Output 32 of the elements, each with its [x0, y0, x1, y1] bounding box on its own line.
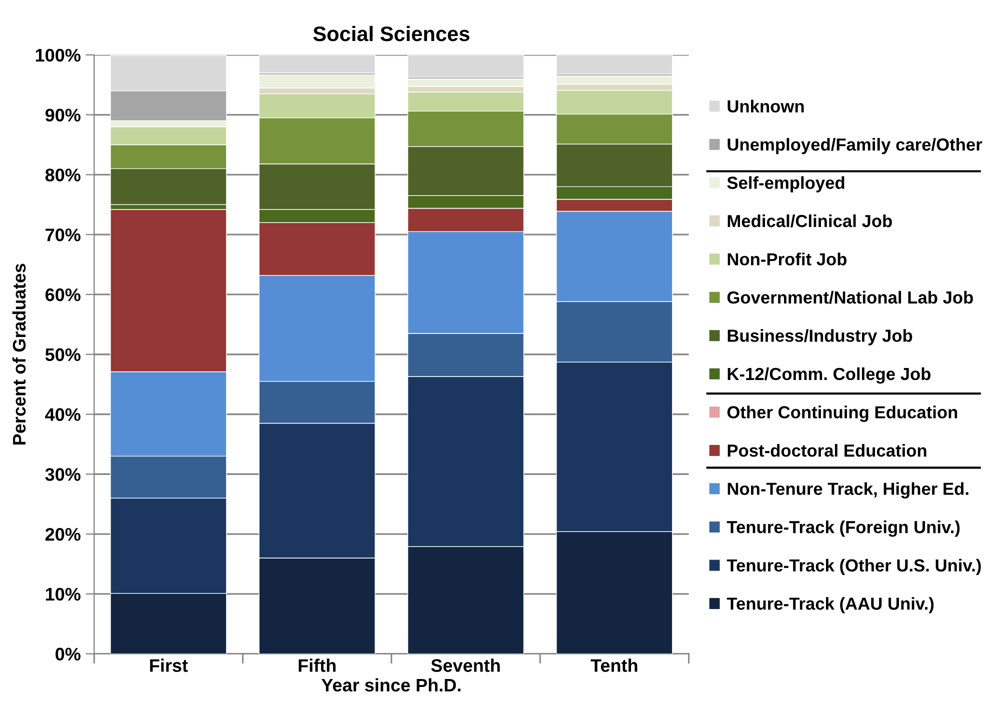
y-axis-title: Percent of Graduates [12, 264, 26, 444]
legend-label: Tenure-Track (Foreign Univ.) [726, 520, 960, 537]
y-tick-label: 90% [45, 108, 80, 122]
legend-label: Business/Industry Job [728, 329, 912, 346]
legend-label: Non-Profit Job [728, 252, 847, 266]
y-tick-label: 100% [36, 48, 80, 62]
y-tick-label: 10% [46, 588, 80, 601]
y-tick-label: 80% [45, 168, 80, 182]
legend-label: K-12/Comm. College Job [728, 367, 930, 384]
x-tick-label: First [150, 658, 188, 672]
legend-label: Post-doctoral Education [728, 444, 926, 457]
y-tick-label: 50% [45, 348, 80, 362]
y-tick-label: 40% [45, 408, 80, 421]
legend-label: Unemployed/Family care/Other [728, 138, 982, 154]
x-axis-title: Year since Ph.D. [322, 678, 460, 692]
legend-label: Tenure-Track (Other U.S. Univ.) [726, 558, 981, 576]
y-tick-label: 20% [45, 528, 80, 541]
y-tick-label: 60% [45, 288, 80, 302]
x-tick-label: Tenth [590, 658, 638, 672]
legend-label: Non-Tenure Track, Higher Ed. [728, 482, 968, 498]
y-tick-label: 30% [45, 468, 80, 481]
x-tick-label: Seventh [431, 658, 500, 672]
legend-label: Tenure-Track (AAU Univ.) [726, 597, 934, 614]
legend-label: Unknown [728, 100, 804, 112]
legend-label: Government/National Lab Job [727, 290, 973, 304]
legend-label: Other Continuing Education [727, 406, 958, 422]
chart-title: Social Sciences [313, 26, 470, 42]
legend-label: Medical/Clinical Job [728, 214, 892, 228]
y-tick-label: 70% [46, 228, 80, 242]
legend-label: Self-employed [727, 176, 844, 192]
y-tick-label: 0% [56, 648, 80, 661]
x-tick-label: Fifth [298, 658, 336, 672]
